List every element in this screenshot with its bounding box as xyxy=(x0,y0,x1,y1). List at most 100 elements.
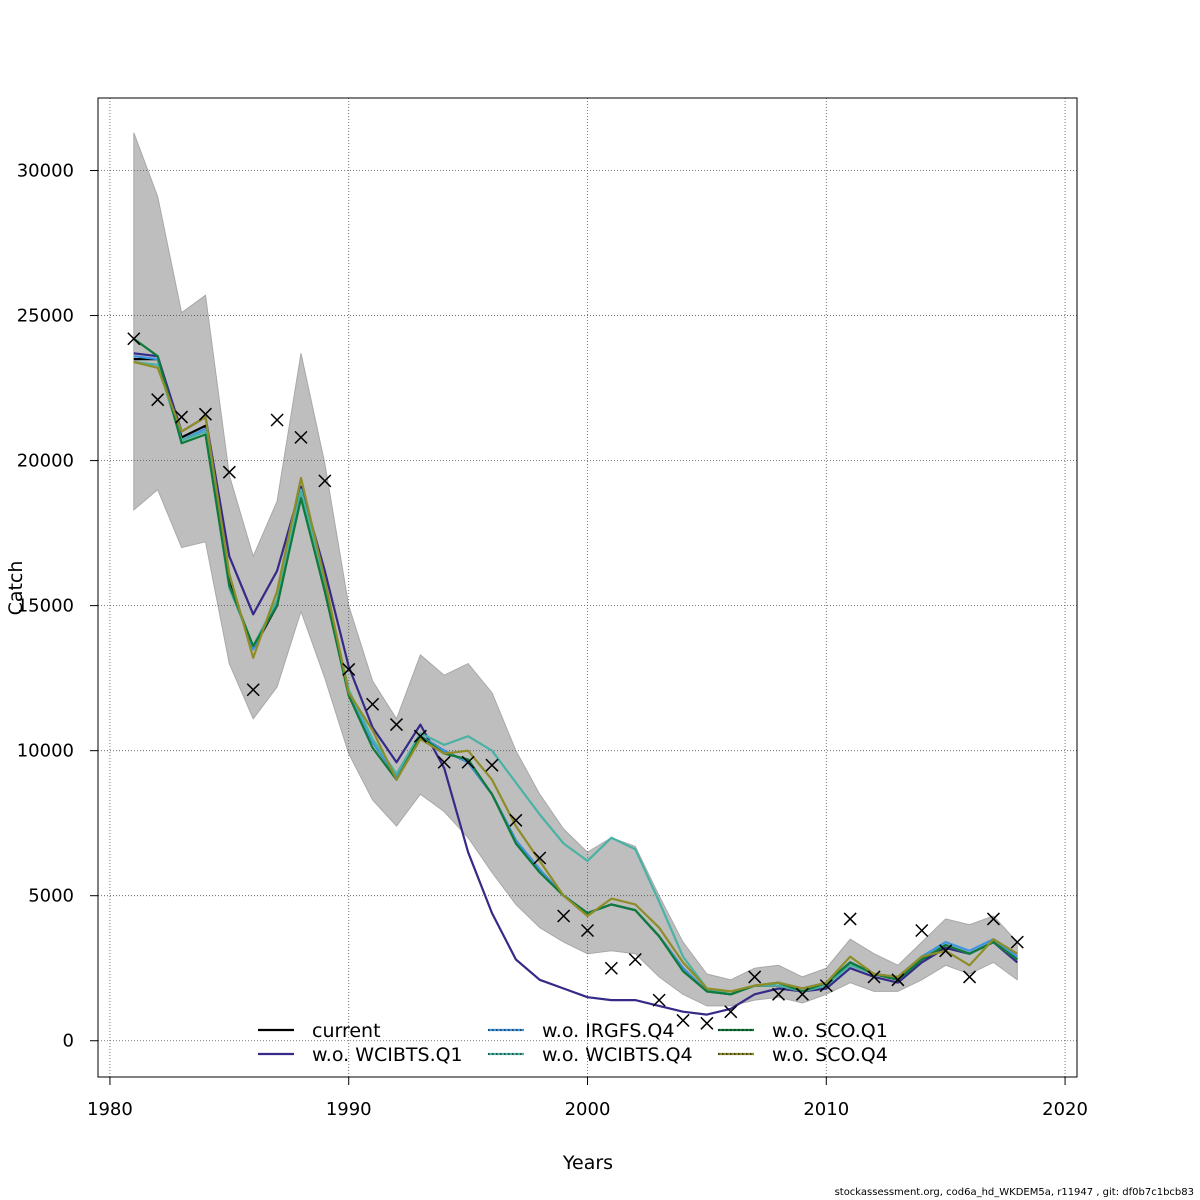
observation-point xyxy=(676,1013,690,1027)
observation-point xyxy=(915,923,929,938)
observation-stroke xyxy=(771,987,786,1001)
observation-stroke xyxy=(270,413,284,427)
observation-point xyxy=(700,1016,714,1030)
observation-point xyxy=(127,332,141,346)
x-tick-label: 1980 xyxy=(87,1099,133,1120)
observation-point xyxy=(222,465,236,479)
observation-point xyxy=(151,393,165,407)
observation-point xyxy=(413,729,427,743)
observation-point xyxy=(198,407,212,421)
observation-stroke xyxy=(652,993,666,1007)
observation-point xyxy=(819,979,833,993)
observation-point xyxy=(509,813,523,827)
observation-stroke xyxy=(246,683,260,697)
confidence-band xyxy=(133,132,1018,1007)
observation-point xyxy=(795,987,809,1001)
observation-stroke xyxy=(748,970,762,984)
observation-point xyxy=(437,755,451,769)
observation-point xyxy=(270,413,284,427)
observation-stroke xyxy=(342,662,356,676)
observation-point xyxy=(461,755,475,769)
x-axis-label: Years xyxy=(562,1152,613,1174)
observation-stroke xyxy=(580,923,595,938)
observation-stroke xyxy=(676,1013,690,1027)
y-tick-label: 15000 xyxy=(17,596,74,617)
observation-stroke xyxy=(485,758,499,772)
observation-point xyxy=(724,1005,738,1019)
series-line-w-o-wcibts-q1 xyxy=(133,352,1019,1016)
legend-item-w-o-sco-q1: w.o. SCO.Q1 xyxy=(718,1020,888,1042)
observation-stroke xyxy=(222,465,236,479)
observation-point xyxy=(939,944,953,958)
observation-point xyxy=(891,973,905,987)
observation-stroke xyxy=(557,909,571,923)
observation-point xyxy=(986,912,1000,926)
legend-label: w.o. WCIBTS.Q1 xyxy=(312,1044,463,1066)
y-tick-label: 30000 xyxy=(17,161,74,182)
observation-stroke xyxy=(819,979,833,993)
observation-point xyxy=(533,851,547,865)
observation-stroke xyxy=(963,970,977,984)
observation-point xyxy=(652,993,666,1007)
observation-stroke xyxy=(843,912,857,926)
grid-layer xyxy=(98,98,1077,1077)
observation-point xyxy=(294,430,308,444)
legend-label: w.o. SCO.Q1 xyxy=(772,1020,888,1042)
y-axis: 0 5000 10000 15000 20000 25000 30000 xyxy=(17,161,99,1052)
observation-stroke xyxy=(366,697,380,711)
x-tick-label: 2000 xyxy=(565,1099,611,1120)
observation-point xyxy=(963,970,977,984)
observation-stroke xyxy=(724,1005,738,1019)
observation-stroke xyxy=(413,729,427,743)
legend-label: current xyxy=(312,1020,381,1042)
observation-point xyxy=(867,970,881,984)
observation-point xyxy=(342,662,356,676)
y-tick-label: 25000 xyxy=(17,306,74,327)
observation-stroke xyxy=(533,851,547,865)
observation-stroke xyxy=(294,430,308,444)
observation-point xyxy=(748,970,762,984)
confidence-band-layer xyxy=(133,132,1018,1007)
legend-label: w.o. IRGFS.Q4 xyxy=(542,1020,674,1042)
observation-point xyxy=(843,912,857,926)
observation-point xyxy=(318,474,332,488)
legend-item-w-o-irgfs-q4: w.o. IRGFS.Q4 xyxy=(488,1020,674,1042)
observation-stroke xyxy=(318,474,332,488)
x-tick-label: 2010 xyxy=(803,1099,849,1120)
observation-stroke xyxy=(986,912,1000,926)
y-tick-label: 20000 xyxy=(17,451,74,472)
x-tick-label: 1990 xyxy=(326,1099,372,1120)
y-tick-label: 5000 xyxy=(28,886,74,907)
observation-stroke xyxy=(509,813,523,827)
series-line-w-o-sco-q4 xyxy=(133,360,1018,993)
observation-point xyxy=(389,718,404,732)
observation-stroke xyxy=(939,944,953,958)
observation-point xyxy=(366,697,380,711)
observation-point xyxy=(246,683,260,697)
observation-stroke xyxy=(795,987,809,1001)
x-axis: 1980 1990 2000 2010 2020 xyxy=(87,1076,1088,1120)
y-tick-label: 0 xyxy=(63,1031,74,1052)
legend-item-w-o-sco-q4: w.o. SCO.Q4 xyxy=(718,1044,888,1066)
observation-point xyxy=(580,923,595,938)
observation-stroke xyxy=(127,332,141,346)
legend-label: w.o. SCO.Q4 xyxy=(772,1044,888,1066)
observation-point xyxy=(485,758,499,772)
observation-point xyxy=(628,952,642,967)
y-tick-label: 10000 xyxy=(17,741,74,762)
observation-stroke xyxy=(628,952,642,967)
observation-stroke xyxy=(437,755,451,769)
observation-stroke xyxy=(389,718,404,732)
observation-stroke xyxy=(700,1016,714,1030)
legend-item-w-o-wcibts-q4: w.o. WCIBTS.Q4 xyxy=(488,1044,693,1066)
observation-point xyxy=(771,987,786,1001)
observation-stroke xyxy=(198,407,212,421)
x-tick-label: 2020 xyxy=(1042,1099,1088,1120)
observation-stroke xyxy=(891,973,905,987)
observations-layer xyxy=(127,332,1024,1030)
observation-stroke xyxy=(867,970,881,984)
observation-stroke xyxy=(604,961,618,975)
observation-stroke xyxy=(1010,935,1024,949)
